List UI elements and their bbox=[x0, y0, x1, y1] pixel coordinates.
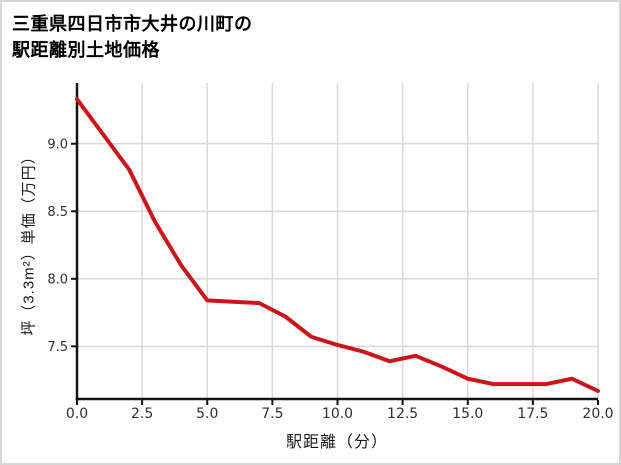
x-tick-label: 12.5 bbox=[387, 406, 418, 422]
x-tick-label: 20.0 bbox=[582, 406, 613, 422]
y-tick-label: 7.5 bbox=[47, 340, 68, 355]
chart-title-line1: 三重県四日市市大井の川町の bbox=[12, 14, 253, 34]
x-tick-label: 2.5 bbox=[131, 406, 153, 422]
price-line bbox=[75, 97, 600, 393]
y-axis-label: 坪（3.3m²）単価（万円） bbox=[20, 148, 38, 336]
y-tick-label: 9.0 bbox=[47, 137, 68, 152]
x-axis-label: 駅距離（分） bbox=[285, 434, 389, 451]
y-tick-label: 8.0 bbox=[47, 272, 68, 287]
x-tick-label: 10.0 bbox=[322, 406, 353, 422]
chart-title: 三重県四日市市大井の川町の 駅距離別土地価格 bbox=[12, 11, 253, 63]
y-tick-label: 8.5 bbox=[47, 205, 68, 220]
chart-title-line2: 駅距離別土地価格 bbox=[12, 40, 160, 60]
x-tick-label: 7.5 bbox=[261, 406, 283, 422]
x-tick-label: 0.0 bbox=[66, 406, 88, 422]
x-tick-label: 5.0 bbox=[196, 406, 218, 422]
x-tick-label: 17.5 bbox=[517, 406, 548, 422]
x-tick-label: 15.0 bbox=[452, 406, 483, 422]
